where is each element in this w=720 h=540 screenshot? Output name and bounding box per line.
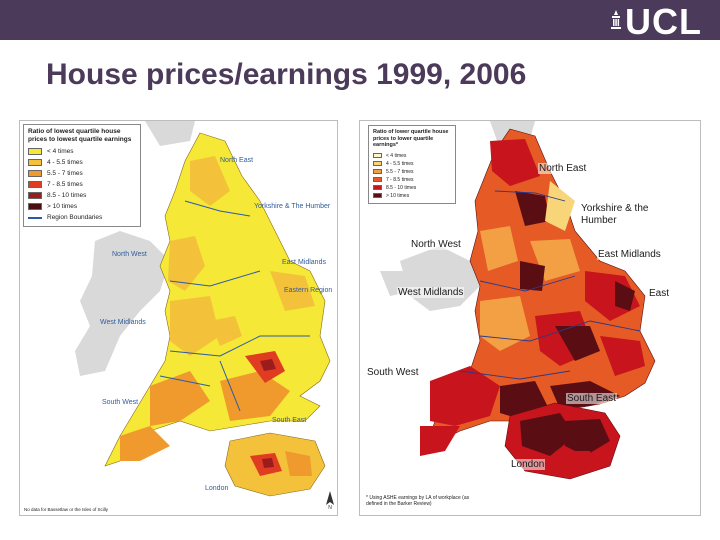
legend-label: 4 - 5.5 times xyxy=(47,159,83,166)
map-1999-graphic xyxy=(75,121,331,497)
ucl-crest-icon xyxy=(611,10,621,29)
legend-boundary-line xyxy=(28,216,42,219)
label-north-east: North East xyxy=(538,163,588,174)
legend-1999: Ratio of lowest quartile house prices to… xyxy=(23,124,141,227)
legend-item: 8.5 - 10 times xyxy=(373,184,451,192)
legend-swatch xyxy=(28,148,42,155)
legend-swatch xyxy=(28,203,42,210)
legend-item: 4 - 5.5 times xyxy=(373,160,451,168)
north-arrow-icon: N xyxy=(326,491,334,509)
legend-item: 5.5 - 7 times xyxy=(373,168,451,176)
legend-item: > 10 times xyxy=(28,201,136,212)
legend-item: < 4 times xyxy=(28,146,136,157)
footnote-1999: No data for Bassetlaw or the Isles of Sc… xyxy=(24,507,109,512)
legend-item: Region Boundaries xyxy=(28,212,136,223)
legend-swatch xyxy=(373,185,382,190)
label-south-west: South West xyxy=(366,367,420,378)
label-yorkshire: Yorkshire & the Humber xyxy=(580,203,670,227)
legend-item: < 4 times xyxy=(373,152,451,160)
legend-swatch xyxy=(373,177,382,182)
label-south-east: South East xyxy=(566,393,617,404)
label-east: East xyxy=(648,288,671,299)
legend-label: 4 - 5.5 times xyxy=(386,160,414,167)
label-london: London xyxy=(510,459,546,470)
legend-label: 7 - 8.5 times xyxy=(47,181,83,188)
logo-text: UCL xyxy=(625,1,702,42)
legend-label: > 10 times xyxy=(386,192,410,199)
legend-title: Ratio of lower quartile house prices to … xyxy=(373,129,449,148)
label-south-east: South East xyxy=(272,417,307,424)
legend-label: Region Boundaries xyxy=(47,214,103,221)
map-2006: Ratio of lower quartile house prices to … xyxy=(359,120,701,516)
legend-label: 5.5 - 7 times xyxy=(386,168,414,175)
footnote-2006: * Using ASHE earnings by LA of workplace… xyxy=(366,495,470,507)
slide-title: House prices/earnings 1999, 2006 xyxy=(46,58,527,91)
map-1999: Ratio of lowest quartile house prices to… xyxy=(19,120,338,516)
legend-label: 7 - 8.5 times xyxy=(386,176,414,183)
legend-2006: Ratio of lower quartile house prices to … xyxy=(368,125,456,204)
label-north-east: North East xyxy=(220,157,254,164)
legend-label: > 10 times xyxy=(47,203,78,210)
label-west-midlands: West Midlands xyxy=(397,287,465,298)
legend-swatch xyxy=(373,161,382,166)
label-eastern-region: Eastern Region xyxy=(284,287,333,294)
label-east-midlands: East Midlands xyxy=(282,259,326,266)
label-south-west: South West xyxy=(102,399,139,406)
legend-item: 7 - 8.5 times xyxy=(28,179,136,190)
legend-item: 8.5 - 10 times xyxy=(28,190,136,201)
legend-item: 5.5 - 7 times xyxy=(28,168,136,179)
legend-swatch xyxy=(373,153,382,158)
label-north-west: North West xyxy=(112,251,147,258)
legend-swatch xyxy=(28,159,42,166)
header-bar xyxy=(0,0,720,40)
label-london: London xyxy=(205,485,229,492)
legend-swatch xyxy=(28,181,42,188)
legend-label: < 4 times xyxy=(47,148,74,155)
ucl-logo: UCL xyxy=(609,4,702,40)
legend-title: Ratio of lowest quartile house prices to… xyxy=(28,128,132,143)
legend-swatch xyxy=(28,192,42,199)
label-north-west: North West xyxy=(410,239,462,250)
legend-label: 5.5 - 7 times xyxy=(47,170,83,177)
legend-label: < 4 times xyxy=(386,152,407,159)
legend-item: 4 - 5.5 times xyxy=(28,157,136,168)
legend-item: > 10 times xyxy=(373,192,451,200)
label-yorkshire: Yorkshire & The Humber xyxy=(254,203,331,210)
legend-swatch xyxy=(373,169,382,174)
legend-item: 7 - 8.5 times xyxy=(373,176,451,184)
label-west-midlands: West Midlands xyxy=(100,319,146,326)
svg-text:N: N xyxy=(328,505,332,509)
legend-swatch xyxy=(373,193,382,198)
label-east-midlands: East Midlands xyxy=(597,249,662,260)
legend-label: 8.5 - 10 times xyxy=(47,192,87,199)
legend-label: 8.5 - 10 times xyxy=(386,184,417,191)
legend-swatch xyxy=(28,170,42,177)
